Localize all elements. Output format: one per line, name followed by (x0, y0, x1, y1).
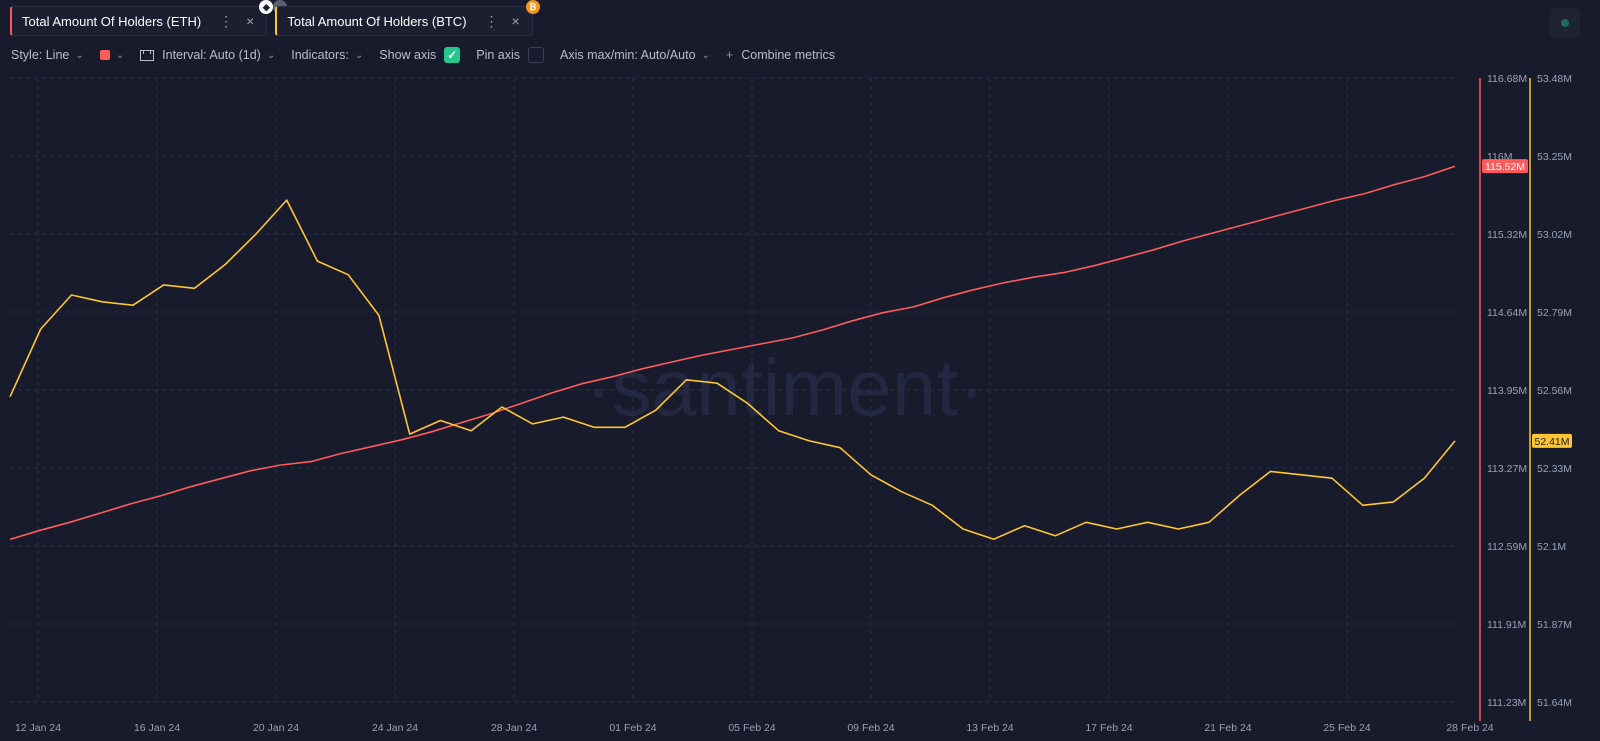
x-tick-label: 01 Feb 24 (609, 722, 656, 734)
metric-tabs: Total Amount Of Holders (ETH) ⋮ × ◆ ▪ To… (10, 0, 540, 36)
interval-label: Interval: Auto (1d) (162, 48, 261, 62)
x-tick-label: 17 Feb 24 (1085, 722, 1132, 734)
x-tick-label: 12 Jan 24 (15, 722, 61, 734)
x-tick-label: 09 Feb 24 (847, 722, 894, 734)
chart-toolbar: Style: Line ⌄ ⌄ Interval: Auto (1d) ⌄ In… (11, 46, 851, 64)
y-tick-label-btc: 53.02M (1537, 229, 1572, 241)
y-tick-label-btc: 51.87M (1537, 619, 1572, 631)
y-tick-label-eth: 113.95M (1487, 385, 1527, 397)
tab-eth-menu-icon[interactable]: ⋮ (219, 12, 233, 29)
show-axis-toggle[interactable]: Show axis ✓ (379, 47, 461, 63)
bitcoin-icon: ₿ (525, 0, 540, 14)
calendar-icon (140, 49, 155, 61)
ethereum-icon: ◆ (259, 0, 274, 14)
santiment-watermark: ·santiment· (585, 343, 985, 432)
chevron-down-icon: ⌄ (266, 49, 276, 61)
indicators-dropdown[interactable]: Indicators: ⌄ (291, 48, 363, 62)
y-tick-label-eth: 115.32M (1487, 229, 1527, 241)
axis-minmax-label: Axis max/min: Auto/Auto (560, 48, 696, 62)
x-tick-label: 20 Jan 24 (253, 722, 299, 734)
plus-icon: + (725, 48, 734, 62)
series-line-btc (9, 199, 1456, 541)
tab-eth-label: Total Amount Of Holders (ETH) (22, 13, 202, 29)
y-tick-label-btc: 52.79M (1537, 307, 1572, 319)
y-tick-label-btc: 52.1M (1537, 541, 1566, 553)
style-label: Style: Line (11, 48, 70, 62)
x-tick-label: 21 Feb 24 (1204, 722, 1251, 734)
last-value-tag-eth (1482, 159, 1528, 174)
tab-eth-close-icon[interactable]: × (246, 13, 255, 29)
color-dropdown[interactable]: ⌄ (99, 49, 125, 61)
last-value-label-btc: 52.41M (1534, 436, 1569, 448)
check-icon[interactable]: ✓ (444, 47, 461, 63)
combine-label: Combine metrics (741, 48, 836, 62)
tab-btc-label: Total Amount Of Holders (BTC) (287, 13, 467, 29)
color-swatch-icon (99, 50, 110, 60)
show-axis-label: Show axis (379, 48, 437, 62)
tab-btc-menu-icon[interactable]: ⋮ (484, 12, 499, 29)
y-tick-label-eth: 111.91M (1487, 619, 1526, 631)
series-line-eth (9, 165, 1456, 541)
x-tick-label: 13 Feb 24 (966, 722, 1013, 734)
tab-btc-close-icon[interactable]: × (511, 13, 520, 29)
y-tick-label-eth: 112.59M (1487, 541, 1527, 553)
axis-minmax-dropdown[interactable]: Axis max/min: Auto/Auto ⌄ (560, 48, 710, 62)
tab-btc-holders[interactable]: Total Amount Of Holders (BTC) ⋮ × ₿ (275, 0, 540, 36)
y-tick-label-btc: 53.25M (1537, 151, 1572, 163)
y-tick-label-btc: 51.64M (1537, 697, 1572, 709)
x-tick-label: 28 Jan 24 (491, 722, 537, 734)
interval-dropdown[interactable]: Interval: Auto (1d) ⌄ (140, 48, 275, 62)
x-tick-label: 16 Jan 24 (134, 722, 180, 734)
chevron-down-icon: ⌄ (701, 49, 710, 61)
y-tick-label-btc: 53.48M (1537, 73, 1572, 85)
y-axis-eth: 116.68M116M115.32M114.64M113.95M113.27M1… (1479, 73, 1527, 721)
x-tick-label: 24 Jan 24 (372, 722, 418, 734)
x-tick-label: 25 Feb 24 (1323, 722, 1370, 734)
last-value-label-eth: 115.52M (1485, 161, 1525, 173)
chevron-down-icon: ⌄ (115, 49, 125, 61)
chevron-down-icon: ⌄ (75, 49, 84, 61)
chevron-down-icon: ⌄ (354, 49, 364, 61)
last-value-tag-btc (1532, 433, 1572, 448)
series-lines (9, 165, 1456, 541)
style-dropdown[interactable]: Style: Line ⌄ (11, 48, 84, 62)
x-axis: 12 Jan 24 16 Jan 24 20 Jan 24 24 Jan 24 28 J… (15, 722, 1494, 734)
chart-grid (10, 77, 1455, 703)
status-dot-button[interactable] (1550, 8, 1580, 38)
pin-axis-label: Pin axis (476, 48, 521, 62)
y-tick-label-eth: 113.27M (1487, 463, 1527, 475)
status-dot-icon (1561, 19, 1569, 27)
x-tick-label: 28 Feb 24 (1446, 722, 1493, 734)
indicators-label: Indicators: (291, 48, 349, 62)
y-tick-label-btc: 52.33M (1537, 463, 1572, 475)
y-tick-label-eth: 116.68M (1487, 73, 1527, 85)
pin-axis-toggle[interactable]: Pin axis (476, 47, 545, 63)
pin-axis-checkbox[interactable] (528, 47, 545, 63)
x-tick-label: 05 Feb 24 (728, 722, 775, 734)
y-tick-label-eth: 114.64M (1487, 307, 1527, 319)
y-tick-label-eth: 111.23M (1487, 697, 1526, 709)
combine-metrics-button[interactable]: + Combine metrics (726, 48, 835, 62)
y-axis-btc: 53.48M 53.25M 53.02M 52.79M 52.56M 52.33M 52.1… (1529, 73, 1572, 721)
last-value-tags: 115.52M 52.41M (1482, 159, 1572, 448)
y-tick-label-btc: 52.56M (1537, 385, 1572, 397)
